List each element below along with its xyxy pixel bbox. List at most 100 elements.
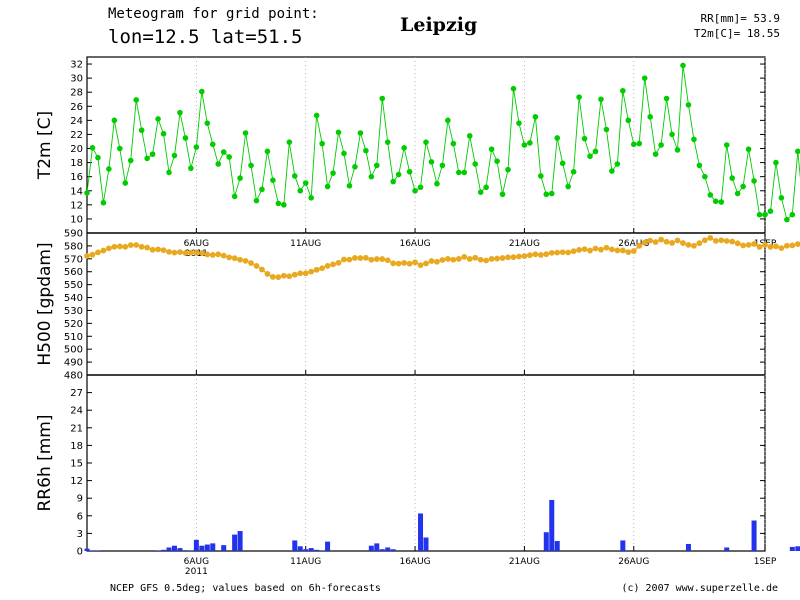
h500-point [346,256,353,263]
t2m-point [767,208,774,214]
precip-bar [385,547,391,551]
t2m-point [685,102,692,108]
h500-point [455,256,462,262]
t2m-point [696,162,703,169]
h500-point [302,270,309,277]
t2m-point [466,133,473,139]
y-tick-label: 540 [64,293,83,304]
precip-bar [554,541,560,551]
t2m-point [313,112,320,119]
precip-bar [210,543,216,551]
t2m-point [587,153,593,160]
t2m-point [630,141,637,148]
y-tick-label: 12 [70,476,83,487]
h500-point [401,260,408,266]
t2m-point [302,180,309,186]
h500-point [691,242,697,249]
t2m-point [324,183,331,190]
h500-point [215,251,222,258]
h500-point [630,248,637,254]
precip-bar [685,543,691,551]
h500-point [756,244,763,250]
t2m-point [488,146,495,153]
t2m-point [127,157,134,164]
h500-point [270,273,276,280]
precip-bar [221,545,227,551]
t2m-point [117,145,123,152]
h500-point [373,256,380,262]
y-tick-label: 24 [70,116,83,127]
h500-point [308,268,315,275]
t2m-point [423,139,429,145]
t2m-point [242,130,249,136]
h500-point [368,256,375,263]
h500-point [155,246,161,253]
t2m-point [264,148,271,155]
precip-bar [95,550,101,551]
precip-bar [204,544,210,551]
precip-bar [325,541,331,551]
precip-bar [171,545,177,551]
header-title: Meteogram for grid point: [108,6,319,22]
t2m-point [237,175,243,181]
h500-point [193,249,200,256]
t2m-point [352,164,358,170]
h500-point [674,237,681,244]
header-coordinates: lon=12.5 lat=51.5 [108,26,303,48]
t2m-point [521,142,528,148]
h500-point [144,244,151,251]
t2m-point [674,147,681,153]
h500-point [641,239,648,246]
t2m-point [789,211,796,218]
t2m-point [795,148,800,155]
precip-bar [193,539,199,551]
t2m-point [231,193,238,200]
h500-point [734,240,741,247]
footer-copyright: (c) 2007 www.superzelle.de [621,583,778,594]
y-tick-label: 14 [70,186,83,197]
h500-point [133,242,140,248]
t2m-point [319,140,325,147]
h500-point [330,261,336,268]
h500-point [712,237,719,244]
h500-point [122,243,129,250]
h500-point [510,254,517,261]
t2m-point [166,169,172,176]
y-tick-label: 26 [70,102,83,113]
t2m-point [636,140,643,147]
x-tick-label: 11AUG [290,557,321,567]
x-tick-label: 11AUG [290,239,321,249]
h500-point [647,237,654,244]
h500-point [723,238,730,244]
h500-point [297,270,304,277]
t2m-point [297,187,304,194]
h500-point [740,242,747,249]
h500-point [532,251,539,258]
t2m-axis-label: T2m [C] [35,111,55,180]
y-tick-label: 24 [70,406,83,417]
t2m-point [155,116,161,122]
t2m-point [592,148,599,155]
h500-point [100,247,107,254]
h500-point [275,274,282,281]
h500-axis-label: H500 [gpdam] [35,242,55,365]
t2m-point [330,170,336,176]
t2m-point [456,169,462,176]
h500-point [434,258,440,265]
y-tick-label: 590 [64,229,83,240]
t2m-point [253,197,260,204]
t2m-point [494,158,500,164]
h500-point [773,243,779,250]
h500-point [439,257,446,263]
h500-point [198,250,205,256]
precip-bar [237,531,243,551]
t2m-point [756,211,763,218]
chart-frame [86,56,766,552]
t2m-point [193,144,200,150]
t2m-point [641,75,648,81]
y-tick-label: 18 [70,441,83,452]
t2m-point [363,147,369,154]
precip-bar [188,550,194,551]
t2m-point [538,173,544,179]
